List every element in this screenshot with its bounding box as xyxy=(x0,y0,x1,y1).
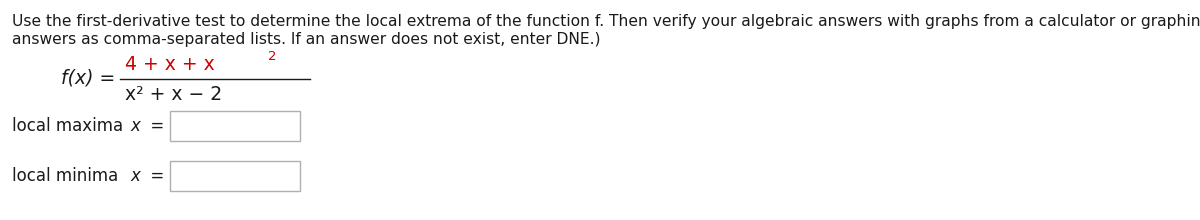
Text: Use the first-derivative test to determine the local extrema of the function f. : Use the first-derivative test to determi… xyxy=(12,14,1200,29)
Text: local maxima: local maxima xyxy=(12,117,124,135)
Text: 2: 2 xyxy=(268,51,276,64)
Text: x  =: x = xyxy=(130,117,164,135)
FancyBboxPatch shape xyxy=(170,111,300,141)
Text: 4 + x + x: 4 + x + x xyxy=(125,55,215,73)
Text: x² + x − 2: x² + x − 2 xyxy=(125,84,222,103)
Text: f(x) =: f(x) = xyxy=(61,68,115,88)
Text: answers as comma-separated lists. If an answer does not exist, enter DNE.): answers as comma-separated lists. If an … xyxy=(12,32,600,47)
FancyBboxPatch shape xyxy=(170,161,300,191)
Text: x  =: x = xyxy=(130,167,164,185)
Text: local minima: local minima xyxy=(12,167,119,185)
